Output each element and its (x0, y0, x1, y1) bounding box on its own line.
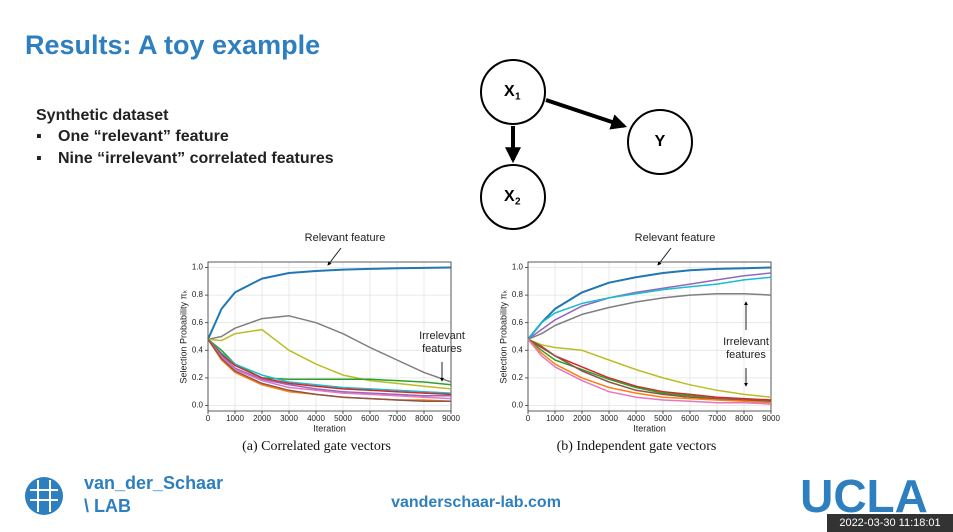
x-tick-label: 0 (526, 414, 531, 423)
y-tick-label: 0.6 (512, 318, 524, 327)
x-tick-label: 7000 (708, 414, 726, 423)
annotation-arrow (657, 247, 672, 266)
y-tick-label: 0.4 (192, 345, 204, 354)
node-label: Y (655, 133, 666, 150)
node-label: X (504, 83, 515, 100)
series-line (527, 276, 772, 340)
bullet: One “relevant” feature (58, 128, 229, 145)
y-tick-label: 0.0 (192, 401, 204, 410)
node-label: X (504, 188, 515, 205)
x-tick-label: 4000 (307, 414, 325, 423)
plot-area (208, 262, 451, 411)
x-tick-label: 9000 (442, 414, 460, 423)
y-tick-label: 1.0 (512, 263, 524, 272)
node (480, 164, 546, 230)
x-tick-label: 6000 (681, 414, 699, 423)
annotation: features (726, 349, 766, 361)
y-tick-label: 0.8 (192, 290, 204, 299)
plot-area (528, 262, 771, 411)
timestamp: 2022-03-30 11:18:01 (839, 517, 940, 529)
x-axis-label: Iteration (313, 423, 346, 433)
series-line (207, 338, 452, 396)
edge (545, 98, 628, 130)
series-line (207, 338, 451, 397)
x-tick-label: 7000 (388, 414, 406, 423)
series-line (527, 338, 772, 405)
x-tick-label: 5000 (334, 414, 352, 423)
y-tick-label: 0.6 (192, 318, 204, 327)
x-tick-label: 1000 (226, 414, 244, 423)
y-tick-label: 0.0 (512, 401, 524, 410)
node (627, 109, 693, 175)
y-tick-label: 0.2 (192, 373, 204, 382)
bullet-marker: ▪ (36, 150, 42, 167)
y-tick-label: 0.8 (512, 290, 524, 299)
x-tick-label: 9000 (762, 414, 780, 423)
bullet-marker: ▪ (36, 128, 42, 145)
university-logo: UCLA (800, 470, 928, 522)
x-tick-label: 4000 (627, 414, 645, 423)
heading: Synthetic dataset (36, 107, 169, 124)
annotation: Relevant feature (635, 232, 716, 244)
annotation: Relevant feature (305, 232, 386, 244)
y-axis-label: Selection Probability πₖ (178, 289, 188, 383)
chart: 0.0 0.2 0.4 0.6 0.8 1.0 0 1000 2000 3000 4000 5000 6… (498, 232, 780, 454)
y-tick-label: 0.4 (512, 345, 524, 354)
x-tick-label: 3000 (280, 414, 298, 423)
series-line (207, 338, 452, 394)
series-line (527, 266, 772, 340)
series-line (207, 338, 452, 400)
annotation: features (422, 343, 462, 355)
x-tick-label: 2000 (253, 414, 271, 423)
node-subscript: 2 (515, 197, 521, 208)
timestamp-box (827, 514, 953, 532)
series-line (527, 338, 772, 398)
x-tick-label: 8000 (415, 414, 433, 423)
series-line (527, 338, 772, 404)
lab-logo (25, 477, 63, 515)
x-tick-label: 8000 (735, 414, 753, 423)
x-tick-label: 2000 (573, 414, 591, 423)
x-tick-label: 0 (206, 414, 211, 423)
slide-title: Results: A toy example (25, 30, 320, 60)
annotation: Irrelevant (419, 330, 465, 342)
y-tick-label: 1.0 (192, 263, 204, 272)
annotation: Irrelevant (723, 336, 769, 348)
series-line (527, 338, 772, 403)
x-tick-label: 1000 (546, 414, 564, 423)
series-line (527, 292, 772, 340)
lab-name: \ LAB (84, 496, 131, 516)
plot-frame (527, 261, 772, 412)
chart-caption: (b) Independent gate vectors (557, 439, 717, 454)
chart: 0.0 0.2 0.4 0.6 0.8 1.0 0 1000 2000 3000 4000 5000 6… (178, 232, 465, 454)
chart-caption: (a) Correlated gate vectors (242, 439, 391, 454)
node (480, 59, 546, 125)
series-line (207, 266, 452, 340)
annotation-arrow (327, 247, 342, 266)
y-axis-label: Selection Probability πₖ (498, 289, 508, 383)
x-tick-label: 3000 (600, 414, 618, 423)
series-line (207, 328, 452, 390)
series-line (207, 338, 451, 403)
lab-name: van_der_Schaar (84, 473, 223, 493)
x-axis-label: Iteration (633, 423, 666, 433)
website: vanderschaar-lab.com (391, 494, 561, 511)
series-line (527, 272, 772, 340)
series-line (207, 315, 452, 383)
y-tick-label: 0.2 (512, 373, 524, 382)
x-tick-label: 6000 (361, 414, 379, 423)
node-subscript: 1 (515, 92, 521, 103)
bullet: Nine “irrelevant” correlated features (58, 150, 334, 167)
x-tick-label: 5000 (654, 414, 672, 423)
